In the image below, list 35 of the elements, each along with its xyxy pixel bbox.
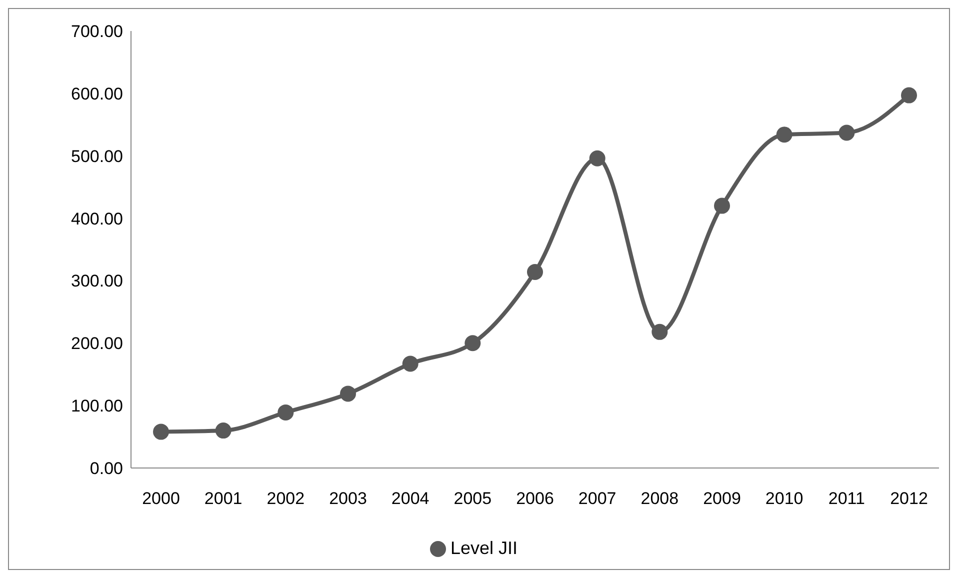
x-tick-label: 2006	[516, 489, 554, 508]
x-tick-label: 2003	[329, 489, 367, 508]
point	[464, 335, 481, 352]
point	[714, 198, 730, 214]
y-tick-label: 0.00	[90, 459, 123, 478]
x-tick-label: 2011	[828, 489, 865, 508]
x-tick-label: 2004	[391, 489, 430, 508]
point	[215, 422, 232, 439]
point	[652, 324, 668, 340]
x-tick-label: 2002	[266, 489, 305, 508]
x-tick-label: 2000	[142, 489, 180, 508]
x-tick-label: 2012	[890, 489, 928, 508]
y-tick-label: 200.00	[71, 334, 123, 354]
point	[278, 404, 294, 420]
x-tick-label: 2005	[454, 489, 492, 508]
point	[402, 356, 418, 372]
point	[527, 264, 543, 280]
y-tick-label: 100.00	[71, 396, 123, 416]
x-tick-label: 2009	[703, 489, 741, 508]
point	[340, 386, 356, 402]
point	[589, 150, 606, 166]
y-tick-label: 300.00	[71, 272, 123, 291]
point	[838, 124, 855, 141]
x-tick-label: 2010	[765, 489, 804, 508]
y-tick-label: 600.00	[71, 84, 123, 104]
point	[776, 126, 792, 143]
x-tick-label: 2001	[204, 489, 242, 508]
y-tick-label: 700.00	[71, 22, 123, 42]
legend-label: Level JII	[450, 538, 518, 558]
x-tick-label: 2007	[578, 489, 616, 508]
x-tick-label: 2008	[640, 489, 679, 508]
point	[901, 87, 917, 104]
point	[153, 424, 169, 440]
y-tick-label: 400.00	[71, 209, 123, 228]
y-tick-label: 500.00	[71, 146, 123, 166]
